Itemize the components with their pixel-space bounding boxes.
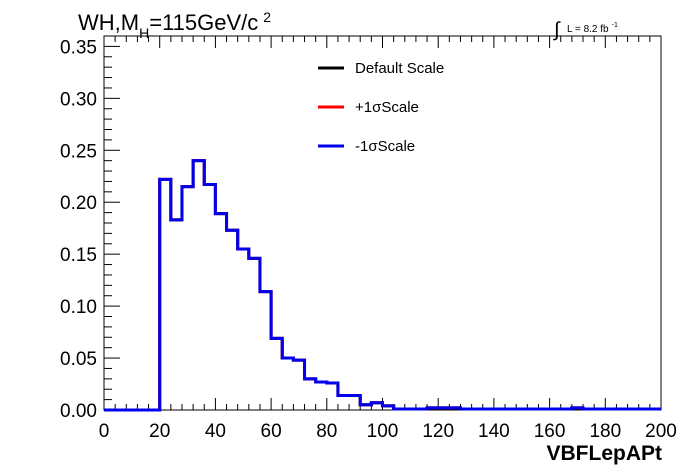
y-axis: 0.00 0.05 0.10 0.15 0.20 0.25 0.30 0.35	[60, 35, 120, 422]
chart-title-main: WH,M	[78, 10, 139, 35]
x-tick-label: 100	[367, 421, 399, 442]
legend-label: +1σScale	[355, 99, 419, 116]
x-tick-label: 0	[99, 421, 110, 442]
x-tick-label: 200	[645, 421, 677, 442]
y-tick-label: 0.30	[60, 89, 97, 110]
x-tick-label: 20	[149, 421, 170, 442]
series-line-2	[104, 159, 661, 412]
x-axis-label: VBFLepAPt	[547, 442, 663, 465]
x-tick-label: 40	[205, 421, 226, 442]
x-tick-label: 120	[422, 421, 454, 442]
y-tick-label: 0.25	[60, 141, 97, 162]
lumi-superscript: -1	[612, 22, 618, 29]
x-axis: 0 20 40 60 80 100 120 140 160 180 200	[99, 36, 677, 442]
chart-title-subscript: H	[139, 25, 149, 41]
x-tick-label: 180	[589, 421, 621, 442]
series-line-1	[104, 159, 661, 412]
legend-label: -1σScale	[355, 138, 415, 155]
y-tick-label: 0.35	[60, 37, 97, 58]
x-tick-label: 80	[316, 421, 337, 442]
legend-label: Default Scale	[355, 60, 444, 77]
series-line-0	[104, 159, 661, 412]
y-tick-label: 0.15	[60, 245, 97, 266]
lumi-integral-sign: ∫	[553, 19, 561, 41]
y-tick-label: 0.05	[60, 349, 97, 370]
legend: Default Scale +1σScale -1σScale	[318, 60, 444, 155]
plot-frame	[103, 35, 662, 411]
lumi-annotation: L = 8.2 fb -1	[567, 22, 618, 35]
x-tick-label: 140	[478, 421, 510, 442]
y-tick-label: 0.20	[60, 193, 97, 214]
lumi-text: L = 8.2 fb	[567, 24, 609, 35]
x-tick-label: 160	[534, 421, 566, 442]
x-tick-label: 60	[261, 421, 282, 442]
chart-title-rest: =115GeV/c	[149, 10, 258, 35]
y-tick-label: 0.10	[60, 297, 97, 318]
chart-title-superscript: 2	[263, 9, 271, 25]
chart-title: WH,MH=115GeV/c 2	[78, 9, 271, 41]
y-tick-label: 0.00	[60, 401, 97, 422]
series-layer	[104, 159, 661, 412]
